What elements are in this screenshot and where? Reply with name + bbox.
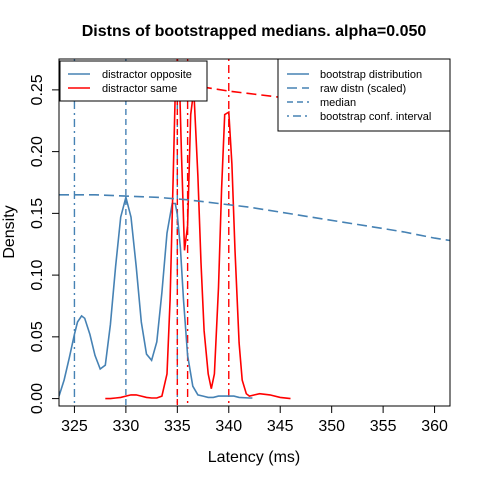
y-tick-label: 0.00 [29, 383, 46, 414]
x-tick-label: 360 [421, 418, 448, 435]
chart-title: Distns of bootstrapped medians. alpha=0.… [82, 23, 427, 40]
x-tick-label: 335 [164, 418, 191, 435]
legend-styles: bootstrap distribution raw distn (scaled)… [277, 58, 451, 132]
x-axis-label: Latency (ms) [208, 449, 300, 466]
y-tick-label: 0.05 [29, 321, 46, 352]
x-tick-label: 345 [267, 418, 294, 435]
bootstrap-distribution-line [59, 194, 253, 399]
y-axis: 0.00 0.05 0.10 0.15 0.20 0.25 [29, 74, 59, 414]
x-tick-label: 340 [215, 418, 242, 435]
legend-label: raw distn (scaled) [320, 83, 406, 95]
bootstrap-distribution-line [105, 59, 291, 400]
raw-distn-line [59, 194, 450, 242]
x-axis: 325 330 335 340 345 350 355 360 [61, 406, 448, 435]
y-axis-label: Density [1, 205, 18, 258]
legend-groups: distractor opposite distractor same [59, 60, 208, 102]
legend-label: median [320, 97, 356, 109]
x-tick-label: 330 [113, 418, 140, 435]
y-tick-label: 0.25 [29, 74, 46, 105]
y-tick-label: 0.20 [29, 136, 46, 167]
x-tick-label: 350 [318, 418, 345, 435]
legend-label: distractor opposite [102, 69, 192, 81]
legend-label: bootstrap distribution [320, 69, 422, 81]
y-tick-label: 0.10 [29, 259, 46, 290]
legend-styles-box [277, 58, 451, 132]
x-tick-label: 355 [370, 418, 397, 435]
legend-label: distractor same [102, 83, 177, 95]
x-tick-label: 325 [61, 418, 88, 435]
plot-frame [58, 58, 451, 407]
legend-label: bootstrap conf. interval [320, 111, 431, 123]
legend-groups-box [59, 60, 208, 102]
plot-area [59, 59, 450, 406]
y-tick-label: 0.15 [29, 198, 46, 229]
